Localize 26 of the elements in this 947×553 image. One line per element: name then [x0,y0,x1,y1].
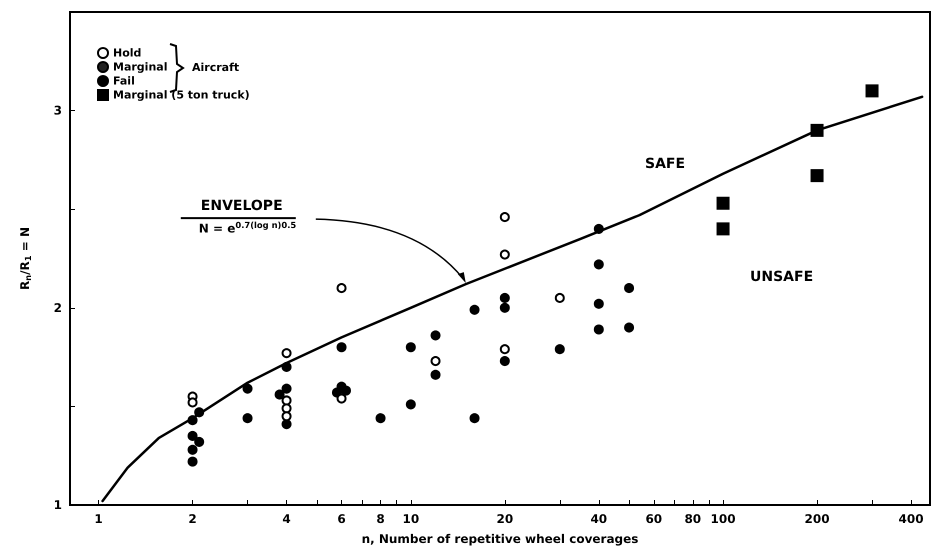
x-tick-label: 10 [402,512,420,526]
x-tick-label: 6 [337,512,346,526]
y-axis-title: Rn/R1 = N [18,226,33,290]
x-tick-label: 4 [282,512,291,526]
legend-label: Marginal (5 ton truck) [113,88,250,102]
x-tick-label: 200 [804,512,830,526]
x-tick-label: 80 [684,512,702,526]
y-tick-label: 1 [54,498,62,512]
x-axis-title: n, Number of repetitive wheel coverages [362,532,638,546]
legend-label: Marginal [113,60,168,74]
x-tick-label: 60 [645,512,662,526]
x-tick-label: 8 [376,512,385,526]
annotation: ENVELOPE [200,198,283,214]
x-tick-label: 2 [188,512,197,526]
y-tick-label: 2 [54,300,62,315]
x-tick-label: 20 [496,512,514,526]
annotation: UNSAFE [750,269,814,285]
x-tick-label: 100 [710,512,736,526]
y-tick-label: 3 [54,104,62,118]
x-tick-label: 40 [590,512,608,526]
annotation: SAFE [645,156,686,172]
x-tick-label: 1 [94,512,103,526]
legend-label: Fail [113,74,135,88]
legend-title: Aircraft [192,61,240,74]
legend-label: Hold [113,46,142,60]
x-tick-label: 400 [898,512,924,526]
